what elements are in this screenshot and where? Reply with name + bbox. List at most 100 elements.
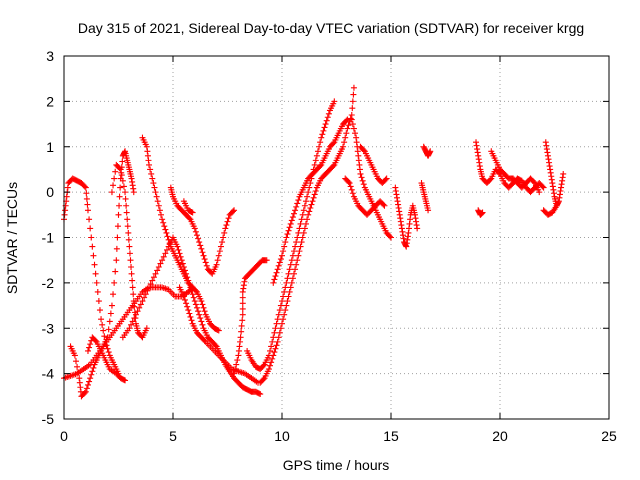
data-point [163, 229, 170, 236]
data-point [308, 201, 315, 208]
data-point [280, 248, 287, 255]
data-point [112, 168, 119, 175]
data-point [189, 209, 196, 216]
data-point [111, 175, 118, 182]
grid [64, 56, 609, 419]
x-tick-label: 0 [60, 428, 68, 444]
data-point [268, 359, 275, 366]
data-point [381, 202, 388, 209]
data-point [99, 321, 106, 328]
data-point [275, 334, 282, 341]
series-arc-25 [540, 202, 560, 218]
data-point [271, 276, 278, 283]
data-point [107, 310, 114, 317]
data-point [350, 125, 357, 132]
data-point [294, 234, 301, 241]
data-point [123, 209, 130, 216]
data-point [84, 381, 91, 388]
data-point [82, 388, 89, 395]
data-point [195, 308, 202, 315]
data-point [87, 225, 94, 232]
data-point [71, 352, 78, 359]
x-tick-label: 10 [274, 428, 290, 444]
data-point [487, 176, 494, 183]
data-point [181, 267, 188, 274]
data-point [214, 257, 221, 264]
data-point [296, 248, 303, 255]
data-point [126, 243, 133, 250]
series-arc-15 [348, 116, 394, 241]
data-point [281, 288, 288, 295]
data-point [122, 377, 129, 384]
data-point [198, 318, 205, 325]
data-point [159, 216, 166, 223]
data-point [154, 267, 161, 274]
data-point [288, 257, 295, 264]
data-point [128, 263, 135, 270]
data-point [119, 158, 126, 165]
data-point [200, 304, 207, 311]
data-point [280, 316, 287, 323]
data-point [540, 184, 547, 191]
data-point [113, 257, 120, 264]
data-point [282, 307, 289, 314]
data-point [139, 298, 146, 305]
y-tick-label: -4 [42, 366, 55, 382]
data-point [164, 233, 171, 240]
data-point [297, 243, 304, 250]
data-point [202, 259, 209, 266]
data-point [360, 181, 367, 188]
data-point [152, 189, 159, 196]
data-point [95, 298, 102, 305]
data-point [108, 302, 115, 309]
data-point [146, 161, 153, 168]
data-point [280, 293, 287, 300]
data-point [273, 320, 280, 327]
data-point [186, 281, 193, 288]
data-point [269, 338, 276, 345]
data-point [284, 275, 291, 282]
data-point [350, 91, 357, 98]
series-arc-17 [357, 143, 390, 187]
data-point [345, 122, 352, 129]
data-point [160, 253, 167, 260]
data-point [141, 294, 148, 301]
data-point [560, 170, 567, 177]
data-point [286, 266, 293, 273]
data-point [125, 229, 132, 236]
data-point [358, 174, 365, 181]
data-point [284, 298, 291, 305]
data-point [348, 186, 355, 193]
data-point [88, 371, 95, 378]
data-point [128, 321, 135, 328]
data-point [317, 139, 324, 146]
data-point [238, 328, 245, 335]
data-point [126, 325, 133, 332]
y-tick-label: -1 [42, 230, 55, 246]
data-point [181, 296, 188, 303]
data-point [222, 225, 229, 232]
data-point [153, 193, 160, 200]
data-point [129, 318, 136, 325]
data-point [294, 200, 301, 207]
data-point [115, 211, 122, 218]
data-point [273, 342, 280, 349]
data-point [270, 352, 277, 359]
data-point [343, 117, 350, 124]
data-point [199, 249, 206, 256]
data-point [122, 195, 129, 202]
data-point [193, 232, 200, 239]
data-point [272, 273, 279, 280]
data-point [219, 239, 226, 246]
series-arc-24 [542, 139, 567, 209]
data-point [309, 198, 316, 205]
data-point [175, 246, 182, 253]
data-point [530, 178, 537, 185]
data-point [276, 329, 283, 336]
data-point [293, 239, 300, 246]
data-point [188, 208, 195, 215]
data-point [144, 287, 151, 294]
data-point [380, 201, 387, 208]
data-point [229, 208, 236, 215]
